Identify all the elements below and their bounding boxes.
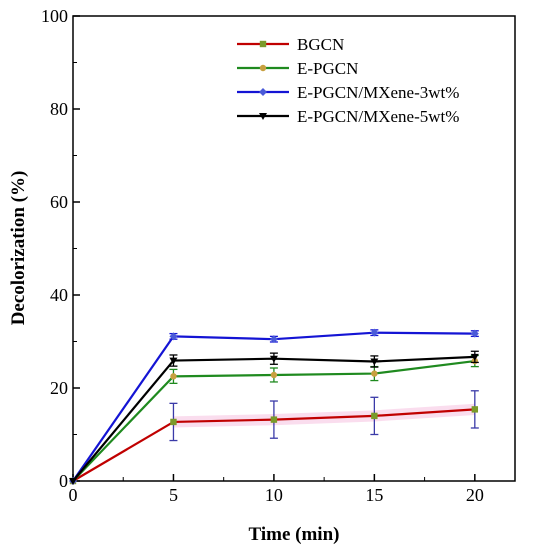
- legend-item: E-PGCN: [237, 59, 358, 78]
- y-tick-label: 80: [50, 99, 68, 119]
- y-tick-label: 20: [50, 378, 68, 398]
- legend: BGCN E-PGCN E-PGCN/MXene-3wt% E-PGCN/MXene-…: [237, 35, 459, 126]
- data-point: [270, 371, 278, 379]
- data-point: [470, 329, 479, 338]
- x-axis-title: Time (min): [249, 524, 340, 545]
- legend-label: E-PGCN/MXene-3wt%: [297, 83, 459, 102]
- bgcn-band: [173, 403, 475, 428]
- data-point: [470, 353, 479, 361]
- x-tick-label: 10: [265, 485, 283, 505]
- data-point: [370, 358, 379, 366]
- series-layer: [69, 328, 479, 485]
- series-3: [69, 350, 479, 485]
- x-tick-label: 15: [365, 485, 383, 505]
- legend-item: E-PGCN/MXene-5wt%: [237, 107, 459, 126]
- data-point: [170, 373, 177, 380]
- data-point: [370, 328, 379, 337]
- y-tick-label: 40: [50, 285, 68, 305]
- x-tick-label: 0: [69, 485, 78, 505]
- data-point: [169, 332, 178, 341]
- data-point: [471, 406, 479, 413]
- y-tick-label: 100: [41, 6, 68, 26]
- x-tick-label: 5: [169, 485, 178, 505]
- tick-labels: 0 5 10 15 20 0 20 40 60 80 100: [41, 6, 484, 505]
- y-tick-label: 0: [59, 471, 68, 491]
- data-point: [170, 418, 177, 426]
- legend-item: BGCN: [237, 35, 344, 54]
- pink-error-band: [173, 403, 475, 428]
- data-point: [269, 335, 278, 344]
- legend-marker: [259, 40, 267, 48]
- data-point: [270, 416, 278, 423]
- data-point: [269, 355, 278, 363]
- data-point: [371, 412, 378, 420]
- y-axis-title: Decolorization (%): [8, 171, 29, 326]
- legend-label: E-PGCN: [297, 59, 358, 78]
- legend-item: E-PGCN/MXene-3wt%: [237, 83, 459, 102]
- x-tick-label: 20: [466, 485, 484, 505]
- axis-ticks: [72, 15, 476, 482]
- y-tick-label: 60: [50, 192, 68, 212]
- data-point: [371, 370, 378, 377]
- legend-marker: [259, 64, 267, 72]
- data-point: [169, 357, 178, 365]
- legend-label: BGCN: [297, 35, 344, 54]
- legend-marker: [259, 88, 267, 96]
- legend-marker: [259, 113, 267, 120]
- legend-label: E-PGCN/MXene-5wt%: [297, 107, 459, 126]
- data-point: [69, 478, 77, 485]
